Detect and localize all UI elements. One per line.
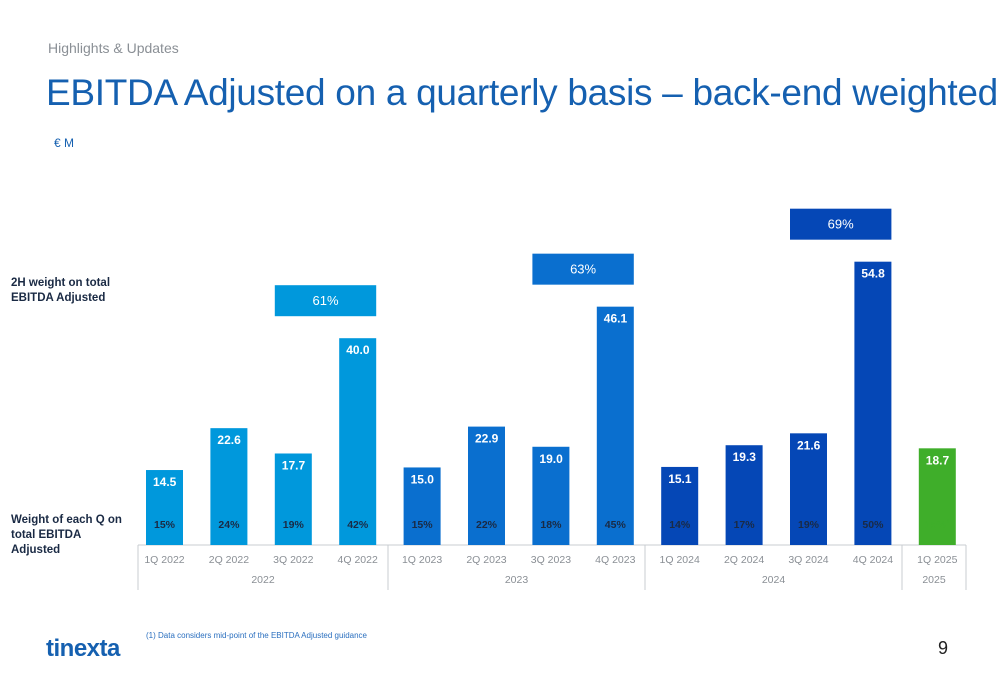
bar-3q-2022 [274, 453, 312, 545]
bar-1q-2023 [403, 467, 441, 545]
bar-value-label: 19.0 [539, 452, 563, 466]
category-tick-label: 2Q 2023 [466, 554, 506, 566]
category-tick-label: 3Q 2022 [273, 554, 313, 566]
category-tick-label: 4Q 2024 [853, 554, 893, 566]
unit-label: € M [54, 136, 75, 150]
bar-2q-2024 [725, 445, 763, 545]
bar-value-label: 22.6 [217, 433, 241, 447]
category-tick-label: 1Q 2025 [917, 554, 957, 566]
weight-label: 18% [540, 519, 562, 531]
weight-label: 15% [154, 519, 176, 531]
year-label: 2023 [505, 574, 529, 586]
year-label: 2022 [251, 574, 275, 586]
bar-3q-2024 [790, 433, 827, 545]
weight-label: 22% [476, 519, 498, 531]
weight-label: 50% [862, 519, 884, 531]
weight-label: 19% [283, 519, 305, 531]
bar-4q-2023 [596, 306, 634, 545]
bar-3q-2023 [532, 446, 570, 545]
h2-weight-value: 69% [828, 217, 854, 232]
category-tick-label: 1Q 2024 [660, 554, 700, 566]
footnote: (1) Data considers mid-point of the EBIT… [146, 631, 368, 640]
bar-value-label: 40.0 [346, 343, 370, 357]
bar-1q-2024 [661, 466, 699, 545]
year-label: 2025 [922, 574, 946, 586]
category-tick-label: 3Q 2024 [788, 554, 828, 566]
h2-weight-value: 61% [312, 293, 338, 308]
bar-value-label: 17.7 [282, 458, 306, 472]
bar-value-label: 18.7 [926, 453, 950, 467]
bar-4q-2022 [339, 338, 377, 545]
h2-weight-box [790, 208, 892, 240]
h2-weight-box [274, 285, 377, 317]
h2-weight-box [532, 253, 634, 285]
page-title: EBITDA Adjusted on a quarterly basis – b… [46, 72, 998, 113]
bar-value-label: 15.0 [411, 472, 435, 486]
bar-4q-2024 [854, 261, 892, 545]
category-tick-label: 2Q 2022 [209, 554, 249, 566]
section-supertitle: Highlights & Updates [48, 40, 179, 56]
weight-label: 24% [218, 519, 240, 531]
category-tick-label: 2Q 2024 [724, 554, 764, 566]
bar-value-label: 21.6 [797, 438, 821, 452]
q-weight-label: Weight of each Q on total EBITDA Adjuste… [11, 514, 122, 556]
h2-weight-value: 63% [570, 262, 596, 277]
weight-label: 15% [412, 519, 434, 531]
year-label: 2024 [762, 574, 786, 586]
bar-value-label: 14.5 [153, 475, 177, 489]
bar-value-label: 19.3 [733, 450, 757, 464]
tinexta-logo: tinexta [46, 635, 120, 662]
bar-value-label: 22.9 [475, 432, 499, 446]
weight-label: 17% [734, 519, 756, 531]
bar-1q-2022 [146, 470, 183, 545]
weight-label: 19% [798, 519, 820, 531]
h2-weight-label: 2H weight on total EBITDA Adjusted [11, 277, 111, 304]
bar-value-label: 46.1 [604, 312, 628, 326]
weight-label: 14% [669, 519, 691, 531]
bar-value-label: 54.8 [861, 267, 885, 281]
weight-label: 45% [605, 519, 627, 531]
footnote-marker: 1 [946, 519, 950, 526]
category-tick-label: 3Q 2023 [531, 554, 571, 566]
weight-label: 42% [347, 519, 369, 531]
category-tick-label: 1Q 2023 [402, 554, 442, 566]
page-number: 9 [938, 638, 949, 658]
category-tick-label: 1Q 2022 [144, 554, 184, 566]
bar-2q-2023 [468, 426, 505, 545]
weight-label: 15%1 [925, 519, 950, 531]
bar-1q-2025 [918, 448, 956, 545]
category-tick-label: 4Q 2022 [338, 554, 378, 566]
bar-value-label: 15.1 [668, 472, 692, 486]
bar-2q-2022 [210, 428, 248, 545]
category-tick-label: 4Q 2023 [595, 554, 635, 566]
